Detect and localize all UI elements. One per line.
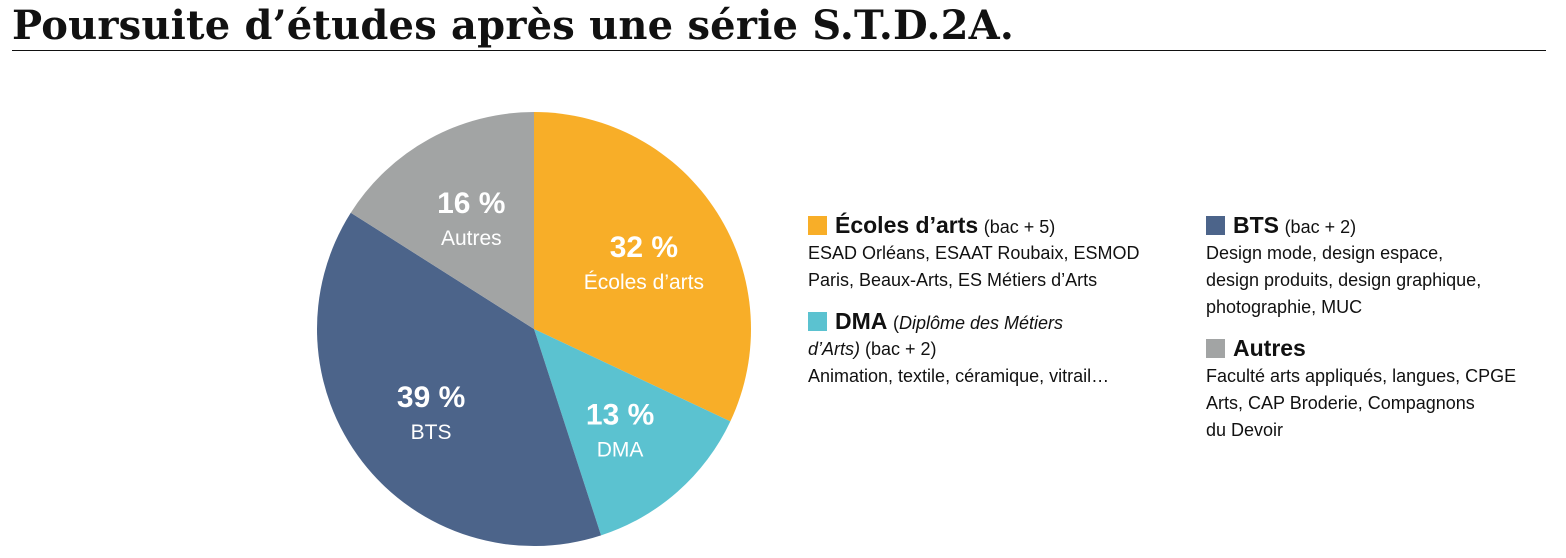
legend-swatch-autres (1206, 339, 1225, 358)
pie-slices (317, 111, 752, 547)
legend-detail-line: photographie, MUC (1206, 297, 1363, 317)
legend-detail-line: du Devoir (1206, 420, 1284, 440)
legend-qualifier-ecoles-d-arts: (bac + 5) (983, 217, 1056, 237)
chart-title: Poursuite d’études après une série S.T.D… (12, 2, 1014, 49)
legend-swatch-bts (1206, 216, 1225, 235)
legend-qualifier-bts: (bac + 2) (1284, 217, 1357, 237)
legend-qualifier-italic: Diplôme des Métiers (898, 313, 1064, 333)
slice-value-label: 32 % (610, 231, 678, 264)
legend-qualifier-open: ( (892, 313, 899, 333)
title-divider (12, 50, 1546, 51)
slice-name-label: BTS (411, 421, 452, 444)
legend-qualifier-dma: (bac + 2) (860, 339, 937, 359)
legend-detail-line: Design mode, design espace, (1206, 243, 1444, 263)
pie-slice-labels: 32 % Écoles d’arts 13 % DMA 39 % BTS 16 % Autre… (397, 187, 704, 462)
slice-value-label: 13 % (586, 399, 654, 432)
legend-item-ecoles-d-arts: Écoles d’arts (bac + 5) ESAD Orléans, ES… (808, 212, 1168, 294)
legend-detail-line: Faculté arts appliqués, langues, CPGE (1206, 366, 1517, 386)
legend-swatch-dma (808, 312, 827, 331)
pie-slice-dma (534, 329, 731, 536)
legend-item-dma: DMA (Diplôme des Métiers d’Arts) (bac + … (808, 308, 1168, 390)
legend-detail-line: Arts, CAP Broderie, Compagnons (1206, 393, 1475, 413)
pie-chart: 32 % Écoles d’arts 13 % DMA 39 % BTS 16 % Autre… (317, 111, 752, 547)
pie-slice-autres (350, 111, 534, 329)
slice-value-label: 39 % (397, 381, 465, 414)
legend-item-autres: Autres Faculté arts appliqués, langues, … (1206, 335, 1566, 444)
legend-detail-line: design produits, design graphique, (1206, 270, 1482, 290)
legend-item-bts: BTS (bac + 2) Design mode, design espace… (1206, 212, 1566, 321)
legend-name-dma: DMA (835, 308, 888, 334)
slice-name-label: Écoles d’arts (584, 271, 704, 294)
legend-column-right: BTS (bac + 2) Design mode, design espace… (1206, 212, 1566, 458)
legend-detail-line: ESAD Orléans, ESAAT Roubaix, ESMOD (808, 243, 1140, 263)
slice-name-label: DMA (597, 439, 644, 462)
legend-detail-line: Animation, textile, céramique, vitrail… (808, 366, 1110, 386)
legend-swatch-ecoles-d-arts (808, 216, 827, 235)
slice-name-label: Autres (441, 227, 502, 250)
slice-value-label: 16 % (437, 187, 505, 220)
legend-column-left: Écoles d’arts (bac + 5) ESAD Orléans, ES… (808, 212, 1168, 404)
legend-name-ecoles-d-arts: Écoles d’arts (835, 212, 979, 238)
legend-qualifier-italic: d’Arts) (808, 339, 861, 359)
pie-slice-ecoles-d-arts (534, 112, 752, 422)
pie-slice-bts (317, 212, 602, 547)
legend-name-autres: Autres (1233, 335, 1306, 361)
legend-name-bts: BTS (1233, 212, 1279, 238)
legend-detail-line: Paris, Beaux-Arts, ES Métiers d’Arts (808, 270, 1098, 290)
